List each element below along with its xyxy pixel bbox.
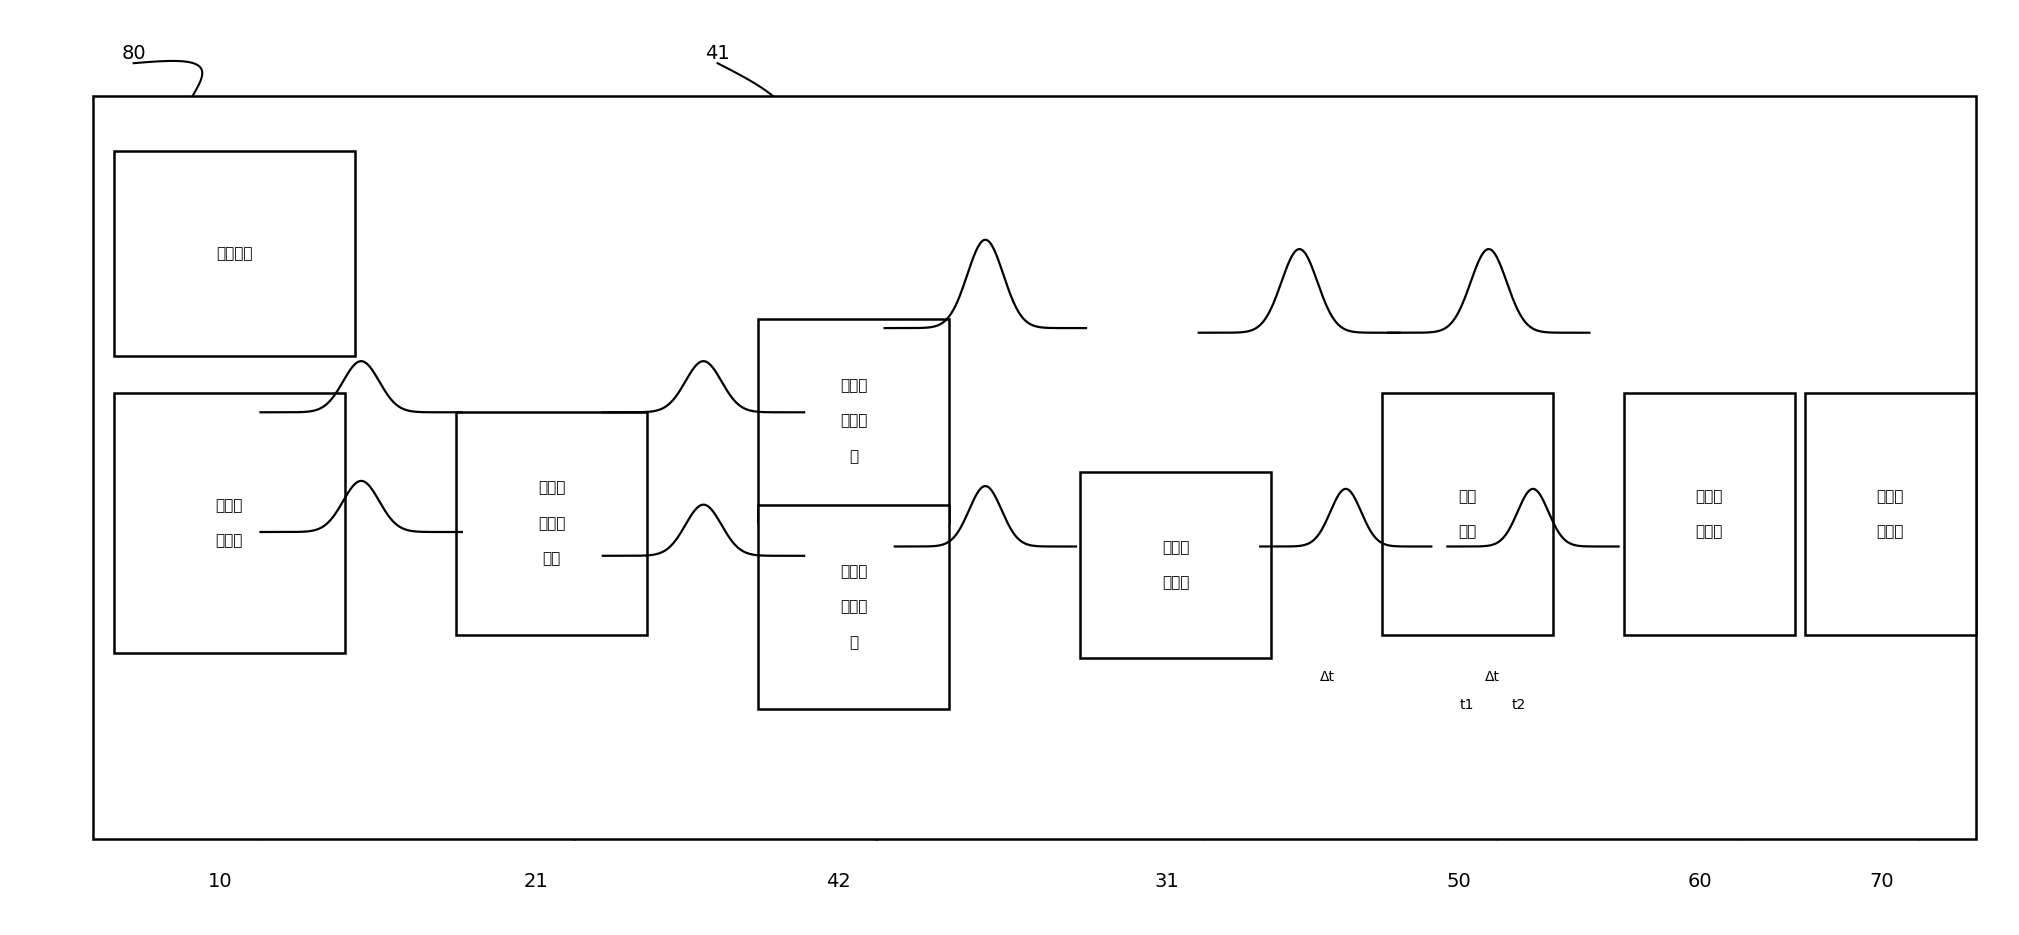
- Bar: [757, 319, 949, 524]
- Bar: [113, 151, 355, 356]
- Text: t2: t2: [1512, 698, 1526, 712]
- Text: 信号放: 信号放: [1696, 489, 1722, 504]
- Text: 50: 50: [1446, 871, 1472, 891]
- Bar: [456, 411, 646, 635]
- Text: 第一延: 第一延: [1161, 539, 1189, 555]
- Text: 器: 器: [848, 449, 858, 464]
- Bar: [1381, 393, 1553, 635]
- Bar: [1080, 472, 1272, 658]
- Text: 换器件: 换器件: [216, 534, 242, 549]
- Text: 70: 70: [1870, 871, 1894, 891]
- Bar: [1805, 393, 1977, 635]
- Text: 换器件: 换器件: [1878, 525, 1904, 539]
- Text: Δt: Δt: [1486, 669, 1500, 683]
- Text: t1: t1: [1460, 698, 1474, 712]
- Bar: [113, 393, 345, 654]
- Text: 阻放大: 阻放大: [840, 413, 866, 428]
- Text: 控制模块: 控制模块: [216, 246, 252, 261]
- Text: 60: 60: [1688, 871, 1712, 891]
- Text: 模数转: 模数转: [1878, 489, 1904, 504]
- Text: 第二跨: 第二跨: [840, 564, 866, 579]
- Text: 80: 80: [121, 44, 145, 64]
- Text: 器: 器: [848, 635, 858, 650]
- Text: 第一信: 第一信: [537, 481, 565, 496]
- Text: 光电转: 光电转: [216, 498, 242, 513]
- Text: 大器件: 大器件: [1696, 525, 1722, 539]
- Text: 42: 42: [826, 871, 850, 891]
- Text: 31: 31: [1155, 871, 1179, 891]
- Bar: [1623, 393, 1795, 635]
- Text: Δt: Δt: [1320, 669, 1335, 683]
- Text: 开关: 开关: [1458, 489, 1476, 504]
- Text: 阻放大: 阻放大: [840, 599, 866, 614]
- Bar: [757, 505, 949, 709]
- Text: 第一跨: 第一跨: [840, 379, 866, 394]
- Text: 号调节: 号调节: [537, 516, 565, 531]
- Text: 10: 10: [208, 871, 232, 891]
- Bar: [93, 95, 1977, 840]
- Text: 器件: 器件: [1458, 525, 1476, 539]
- Text: 21: 21: [525, 871, 549, 891]
- Text: 41: 41: [705, 44, 731, 64]
- Text: 时器件: 时器件: [1161, 575, 1189, 590]
- Text: 器件: 器件: [543, 551, 561, 566]
